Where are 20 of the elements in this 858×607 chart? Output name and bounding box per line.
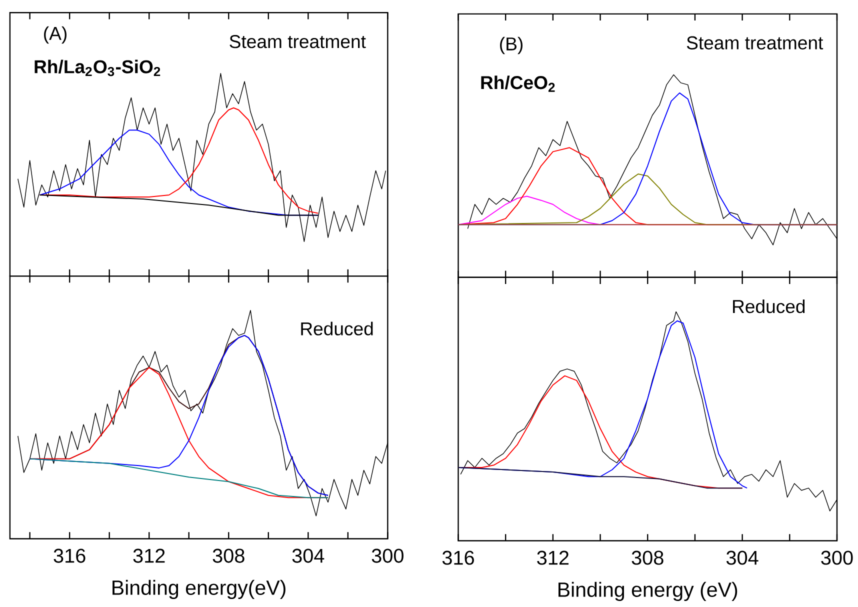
chart-subtitle: Rh/CeO$_{2}$: [481, 75, 555, 92]
x-tick-label: 316: [54, 548, 86, 563]
x-tick-label: 300: [372, 548, 404, 563]
chart-title: (B): [500, 36, 522, 54]
x-axis-title: Binding energy(eV): [112, 580, 286, 599]
x-axis-title: Binding energy (eV): [558, 582, 738, 601]
chart-title: (A): [44, 26, 66, 44]
x-tick-label: 312: [133, 548, 165, 563]
annotation: Reduced: [733, 299, 805, 313]
x-tick-label: 304: [292, 548, 324, 563]
x-tick-label: 300: [821, 550, 853, 565]
annotation: Reduced: [301, 322, 373, 336]
x-tick-label: 308: [632, 550, 664, 565]
x-tick-label: 308: [212, 548, 244, 563]
chart-subtitle: Rh/La$_{2}$O$_{3}$-SiO$_{2}$: [34, 60, 160, 76]
x-tick-label: 304: [726, 550, 758, 565]
x-tick-label: 312: [537, 550, 569, 565]
text: Steam treatment: [230, 34, 366, 48]
text: Steam treatment: [686, 36, 824, 50]
x-tick-label: 316: [442, 550, 474, 565]
